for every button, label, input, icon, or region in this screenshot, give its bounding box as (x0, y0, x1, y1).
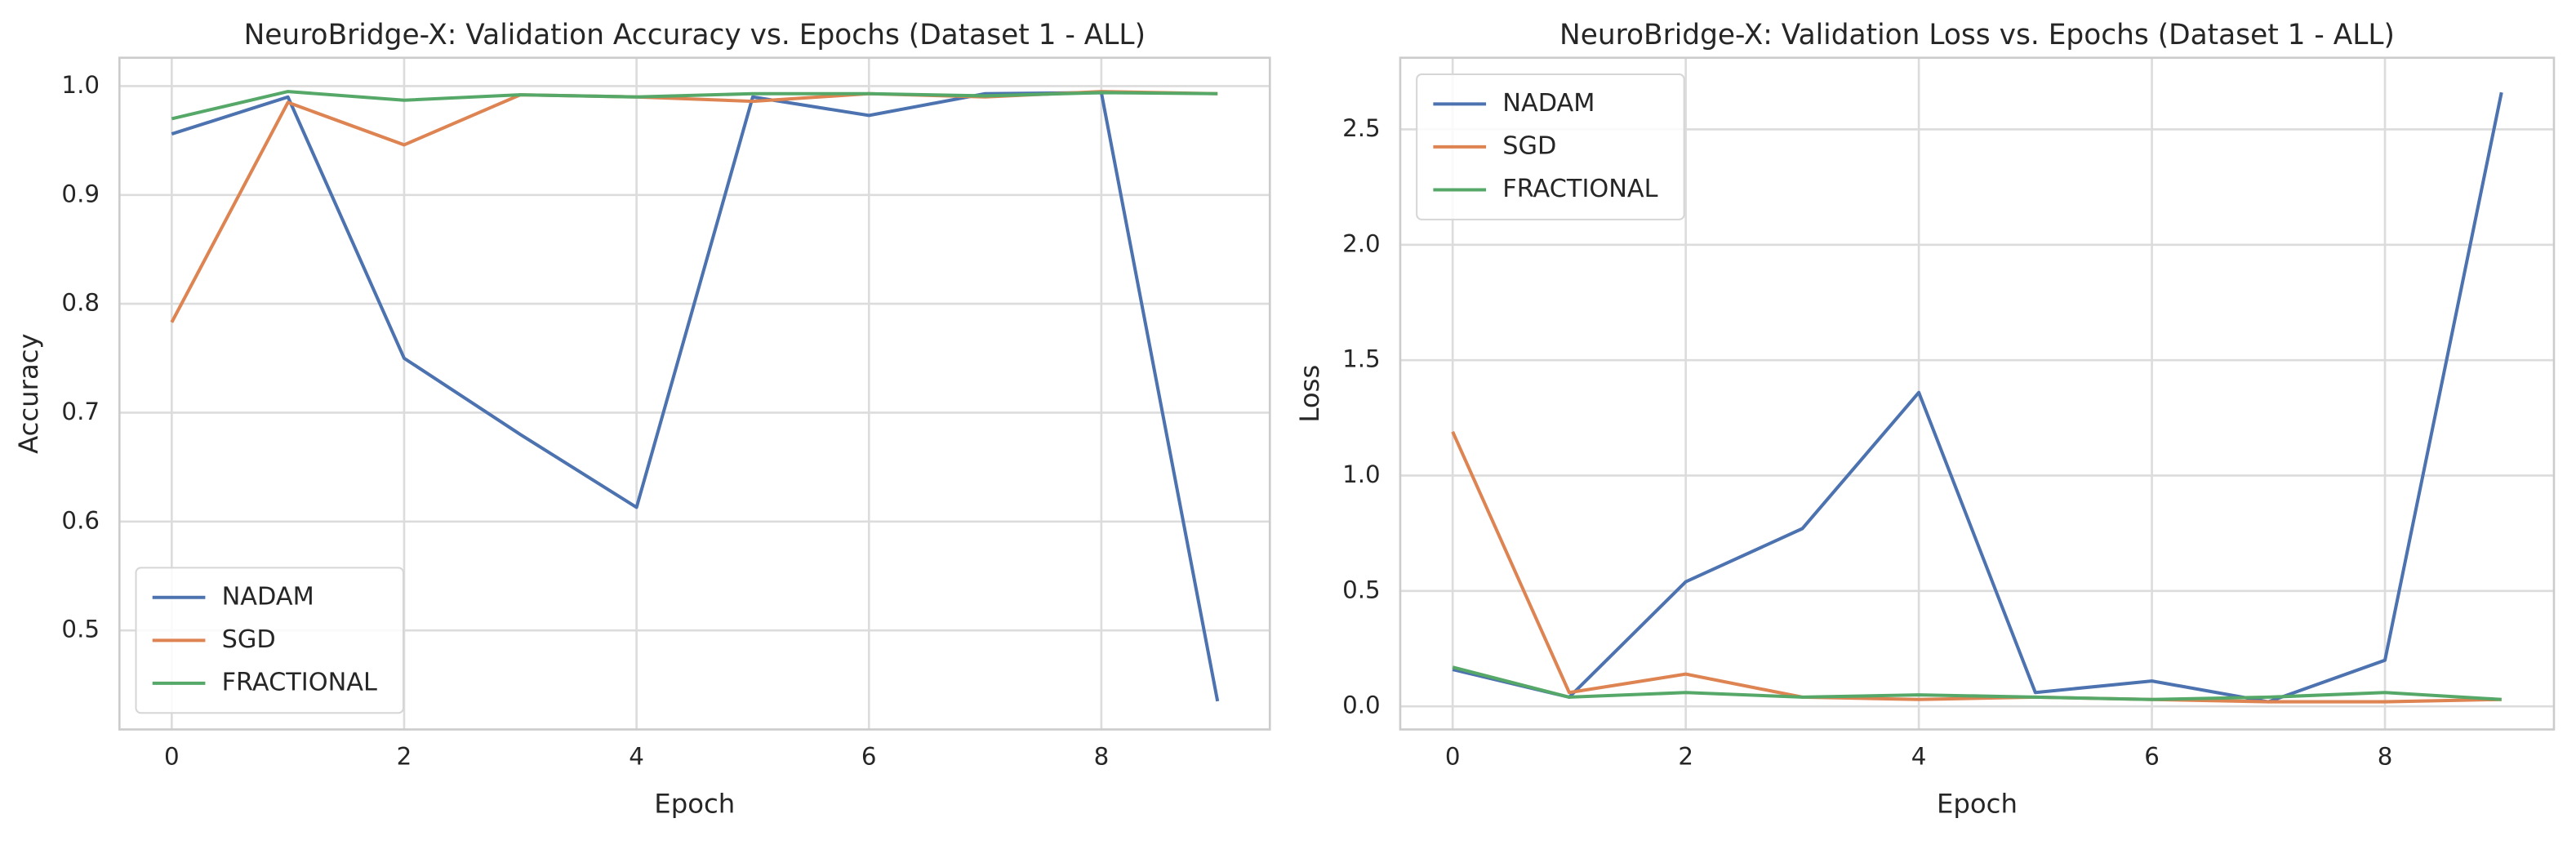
x-tick-label: 4 (1911, 742, 1927, 770)
y-tick-label: 0.0 (1342, 692, 1381, 719)
y-axis-label: Accuracy (13, 333, 44, 454)
chart-title: NeuroBridge-X: Validation Loss vs. Epoch… (1559, 19, 2395, 51)
x-tick-label: 6 (861, 742, 877, 770)
x-axis-label: Epoch (1937, 788, 2018, 819)
x-tick-label: 6 (2144, 742, 2160, 770)
line (1452, 665, 2502, 701)
legend-label: FRACTIONAL (1502, 175, 1657, 203)
line (171, 90, 1218, 121)
line (1451, 430, 2502, 704)
y-tick-label: 1.0 (1342, 460, 1381, 488)
x-tick-label: 8 (1094, 742, 1110, 770)
axes-frame (1399, 56, 2556, 731)
y-tick-label: 0.7 (61, 398, 100, 425)
x-axis-label: Epoch (654, 788, 735, 819)
y-tick-label: 0.8 (61, 289, 100, 317)
legend-label: NADAM (222, 582, 314, 611)
y-tick-label: 1.0 (61, 71, 100, 99)
x-tick-label: 4 (629, 742, 644, 770)
legend-box (135, 567, 404, 714)
x-tick-label: 0 (1445, 742, 1461, 770)
axes-frame (118, 56, 1271, 731)
legend-label: SGD (1502, 131, 1556, 160)
legend-label: NADAM (1502, 89, 1595, 118)
y-tick-label: 1.5 (1342, 345, 1381, 373)
y-tick-label: 0.6 (61, 506, 100, 534)
y-tick-label: 0.5 (1342, 576, 1381, 603)
legend-box (1416, 73, 1685, 220)
x-tick-label: 2 (397, 742, 412, 770)
chart-title: NeuroBridge-X: Validation Accuracy vs. E… (244, 19, 1146, 51)
x-tick-label: 0 (164, 742, 180, 770)
y-tick-label: 2.0 (1342, 229, 1381, 257)
y-tick-label: 0.9 (61, 180, 100, 207)
x-tick-label: 8 (2378, 742, 2393, 770)
legend-label: FRACTIONAL (222, 668, 377, 696)
line (1452, 91, 2503, 704)
y-axis-label: Loss (1294, 365, 1325, 423)
x-tick-label: 2 (1678, 742, 1693, 770)
y-tick-label: 0.5 (61, 616, 100, 643)
y-tick-label: 2.5 (1342, 114, 1381, 142)
legend-label: SGD (222, 625, 276, 654)
